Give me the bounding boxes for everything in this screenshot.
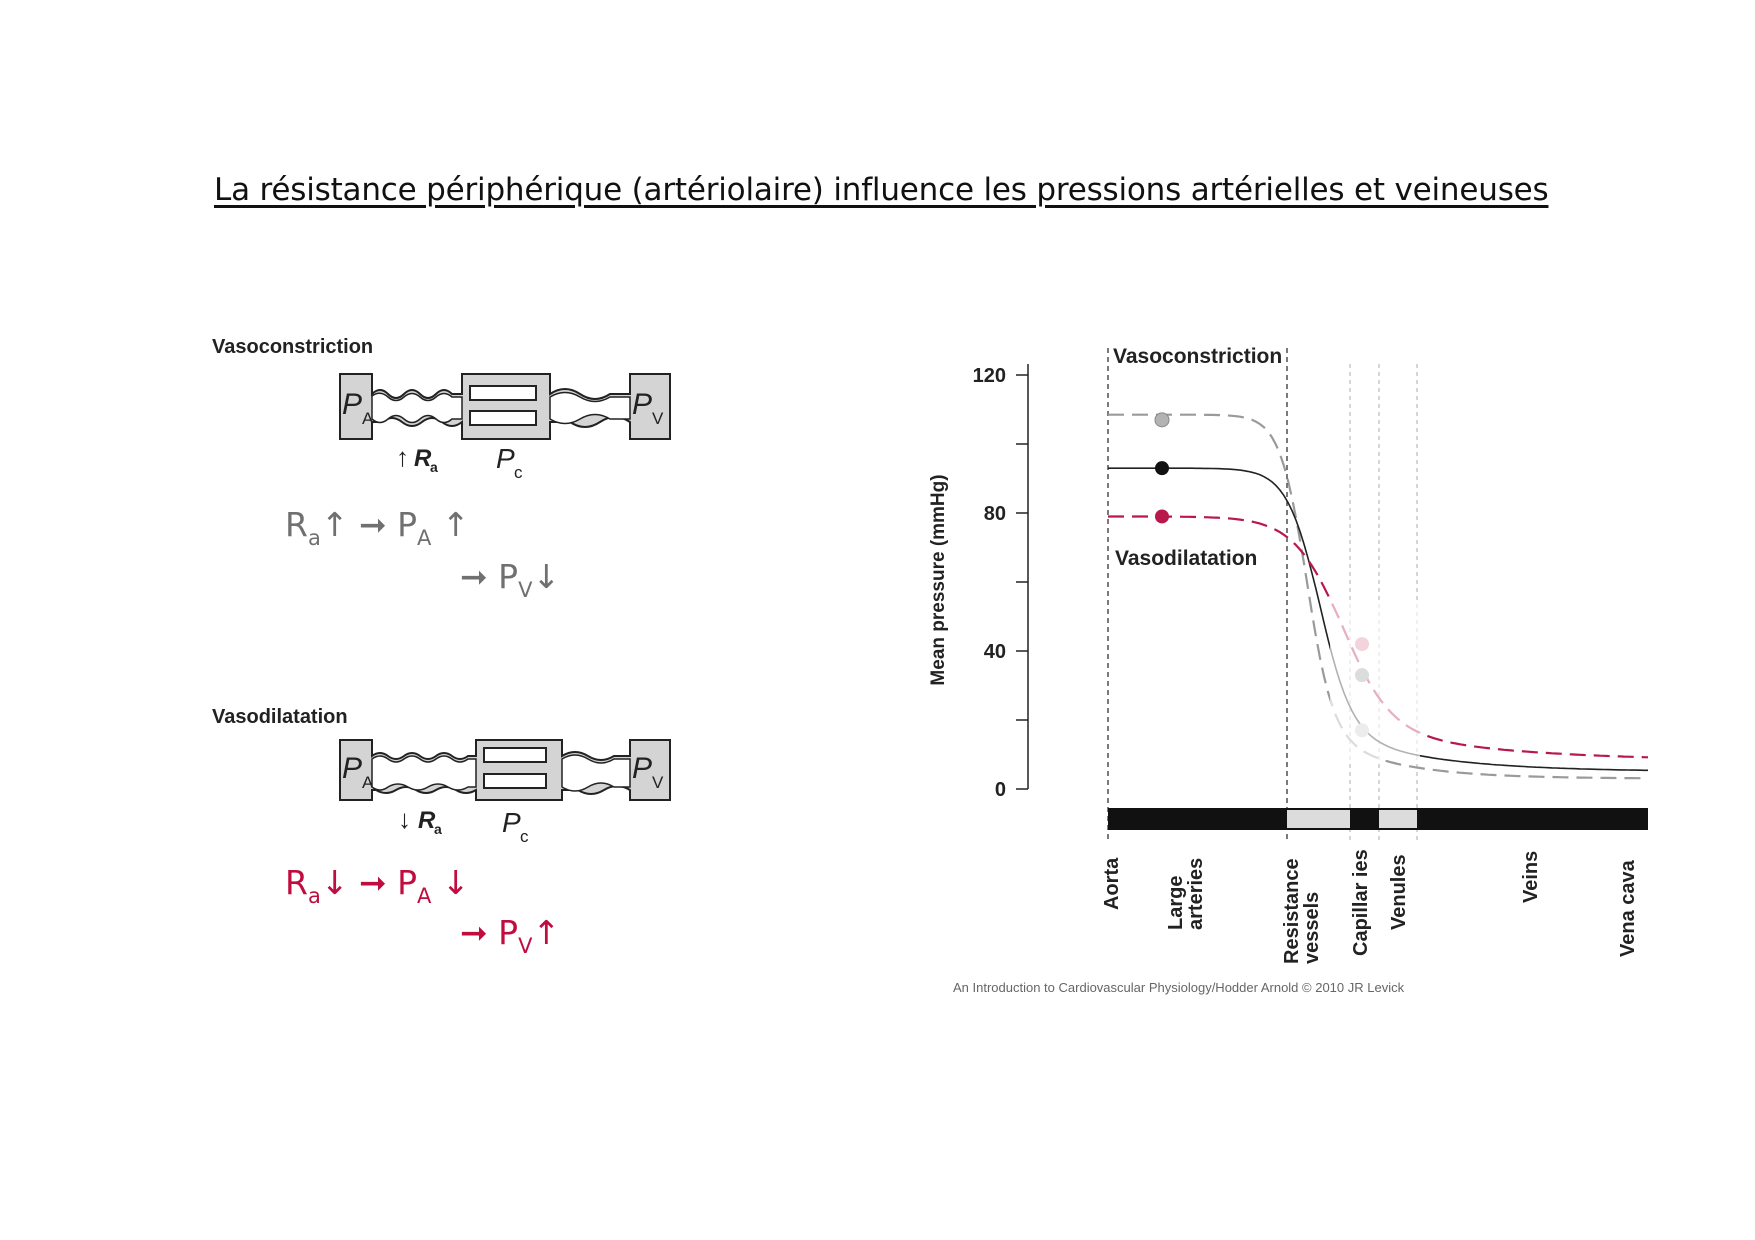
pc-label: P — [502, 807, 521, 838]
series-point-vasodilatation-capillary — [1355, 637, 1369, 652]
category-resistance-vessels: Resistancevessels — [1281, 858, 1323, 964]
y-axis-label: Mean pressure (mmHg) — [928, 474, 949, 685]
category-vena-cava: Vena cava — [1617, 859, 1639, 957]
pv-label: P — [632, 752, 652, 785]
pc-sub: c — [520, 827, 529, 846]
category-veins: Veins — [1520, 851, 1542, 903]
category-aorta: Aorta — [1101, 857, 1123, 910]
right-arrow-icon: ➞ — [460, 557, 488, 596]
capillary-fade-overlay — [1330, 600, 1420, 760]
vasodilatation-label: Vasodilatation — [212, 706, 348, 728]
page-title: La résistance périphérique (artériolaire… — [214, 172, 1549, 208]
vasoconstriction-equation-line2: ➞ PV↓ — [460, 557, 561, 602]
arrow-down-icon: ↓ — [320, 863, 349, 902]
y-tick-label: 80 — [984, 503, 1006, 525]
ra-arrow-up-icon: ↑ — [396, 442, 409, 472]
vasodilatation-equation-line2: ➞ PV↑ — [460, 913, 561, 958]
pa-sub: A — [362, 773, 374, 792]
pc-label: P — [496, 443, 515, 474]
vessel-bar — [1108, 808, 1648, 830]
pv-sub: V — [652, 409, 664, 428]
vessel-bar-resistance-segment — [1287, 810, 1350, 828]
pressure-chart: 0 40 80 120 Mean pressure (mmHg) Vasoconstr… — [928, 345, 1649, 964]
arrow-up-icon: ↑ — [320, 505, 349, 544]
y-tick-label: 120 — [973, 365, 1006, 387]
category-capillaries: Capillar ies — [1350, 849, 1372, 956]
series-point-baseline — [1155, 461, 1169, 476]
ra-sub: a — [434, 821, 442, 837]
ra-label: R — [418, 807, 436, 834]
arrow-up-icon: ↑ — [431, 505, 470, 544]
ra-sub: a — [430, 459, 438, 475]
right-arrow-icon: ➞ — [460, 913, 488, 952]
series-point-vasoconstriction-capillary — [1355, 723, 1369, 738]
y-tick-label: 40 — [984, 641, 1006, 663]
pv-label: P — [632, 388, 652, 421]
pa-label: P — [342, 388, 362, 421]
arrow-up-icon: ↑ — [532, 913, 561, 952]
pv-sub: V — [652, 773, 664, 792]
vasoconstriction-equation-line1: Ra↑ ➞ PA ↑ — [285, 505, 470, 550]
pa-sub: A — [362, 409, 374, 428]
vessel-bar-venules-segment — [1379, 810, 1417, 828]
vasoconstriction-annotation: Vasoconstriction — [1113, 345, 1282, 368]
series-point-vasodilatation — [1155, 509, 1169, 524]
vasoconstriction-vessel-diagram: P A P V ↑ R a P c — [339, 373, 671, 482]
pa-label: P — [342, 752, 362, 785]
pc-sub: c — [514, 463, 523, 482]
vasodilatation-vessel-diagram: P A P V ↓ R a P c — [339, 739, 671, 846]
category-large-arteries: Largearteries — [1165, 858, 1207, 930]
right-arrow-icon: ➞ — [358, 863, 387, 902]
source-caption: An Introduction to Cardiovascular Physio… — [953, 980, 1405, 995]
arrow-down-icon: ↓ — [431, 863, 470, 902]
ra-label: R — [414, 445, 432, 472]
series-point-vasoconstriction — [1154, 412, 1170, 428]
y-tick-label: 0 — [995, 779, 1006, 801]
series-point-baseline-capillary — [1355, 668, 1369, 683]
right-arrow-icon: ➞ — [358, 505, 387, 544]
ra-arrow-down-icon: ↓ — [398, 804, 411, 834]
arrow-down-icon: ↓ — [532, 557, 561, 596]
vasodilatation-annotation: Vasodilatation — [1115, 547, 1257, 570]
vasoconstriction-label: Vasoconstriction — [212, 336, 374, 358]
category-venules: Venules — [1388, 854, 1410, 930]
vasodilatation-equation-line1: Ra↓ ➞ PA ↓ — [285, 863, 470, 908]
